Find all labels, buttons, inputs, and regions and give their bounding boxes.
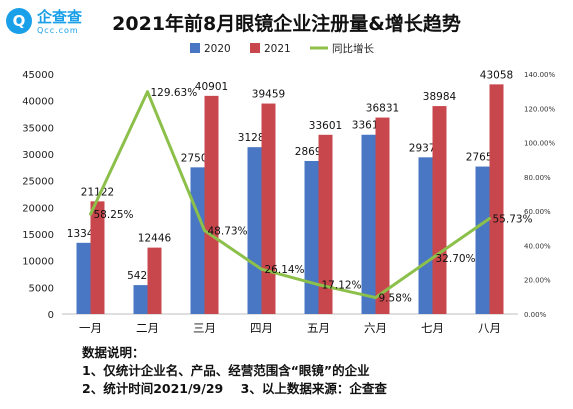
x-tick-label: 七月: [421, 321, 444, 335]
bar-value-label: 36831: [366, 103, 399, 115]
y-tick-label: 40000: [22, 97, 54, 108]
y2-tick-label: 80.00%: [524, 174, 551, 182]
bar-2020-0: [76, 242, 91, 314]
bar-2021-7: [489, 84, 504, 314]
bar-2021-1: [147, 247, 162, 314]
bar-2020-7: [475, 166, 490, 314]
bar-value-label: 43058: [480, 69, 513, 81]
bar-2020-6: [418, 157, 433, 314]
bar-2020-5: [361, 134, 376, 314]
x-tick-label: 三月: [193, 321, 216, 335]
y-tick-label: 0: [48, 310, 54, 321]
growth-line: [89, 90, 491, 300]
bar-2021-0: [90, 201, 105, 314]
bar-value-label: 12446: [138, 233, 172, 245]
logo-domain: Qcc.com: [37, 26, 79, 35]
notes-line-1: 1、仅统计企业名、产品、经营范围含“眼镜”的企业: [82, 363, 370, 378]
growth-value-label: 48.73%: [208, 225, 248, 237]
y2-tick-label: 140.00%: [524, 71, 555, 79]
y2-tick-label: 20.00%: [524, 277, 551, 285]
y-tick-label: 15000: [22, 230, 54, 241]
bar-2020-2: [190, 167, 205, 314]
notes-heading: 数据说明：: [82, 345, 145, 360]
bar-2021-6: [432, 106, 447, 315]
bar-2020-3: [247, 147, 262, 314]
legend-swatch-2020: [190, 43, 200, 53]
growth-value-label: 55.73%: [493, 213, 533, 225]
y-tick-label: 20000: [22, 203, 54, 214]
growth-point: [260, 267, 263, 271]
x-tick-label: 六月: [364, 321, 387, 335]
growth-point: [488, 216, 491, 220]
legend-swatch-2021: [250, 43, 260, 53]
bar-2021-3: [261, 103, 276, 314]
qcc-logo: Q 企查查 Qcc.com: [6, 6, 83, 40]
x-tick-label: 八月: [478, 321, 501, 335]
growth-point: [431, 256, 434, 260]
y-tick-label: 45000: [22, 70, 54, 81]
y-tick-label: 35000: [22, 123, 54, 134]
x-tick-label: 一月: [79, 321, 102, 335]
y2-tick-label: 100.00%: [524, 140, 555, 148]
y-tick-label: 30000: [22, 150, 54, 161]
data-notes: 数据说明： 1、仅统计企业名、产品、经营范围含“眼镜”的企业 2、统计时间2021/…: [82, 344, 387, 398]
logo-mark-icon: Q: [6, 8, 32, 34]
y-tick-label: 10000: [22, 257, 54, 268]
bar-value-label: 39459: [252, 89, 285, 101]
growth-value-label: 17.12%: [322, 280, 362, 292]
chart-title: 2021年前8月眼镜企业注册量&增长趋势: [112, 13, 461, 35]
growth-value-label: 9.58%: [379, 293, 412, 305]
notes-line-2: 2、统计时间2021/9/29 3、以上数据来源：企查查: [82, 381, 387, 396]
x-tick-label: 四月: [250, 321, 273, 335]
x-tick-label: 五月: [307, 321, 330, 335]
growth-value-label: 26.14%: [265, 264, 305, 276]
bar-2020-4: [304, 160, 319, 314]
bar-2021-4: [318, 134, 333, 314]
growth-point: [374, 296, 377, 300]
legend-label: 同比增长: [332, 42, 374, 55]
growth-point: [203, 228, 206, 232]
y-tick-label: 5000: [29, 283, 54, 294]
bar-value-label: 33601: [309, 120, 342, 132]
y2-tick-label: 120.00%: [524, 105, 555, 113]
bar-2021-2: [204, 95, 219, 315]
growth-point: [317, 283, 320, 287]
bar-value-label: 21122: [81, 186, 114, 198]
bar-value-label: 40901: [195, 81, 228, 93]
growth-point: [146, 90, 149, 94]
bar-2020-1: [133, 285, 148, 314]
growth-value-label: 32.70%: [436, 253, 476, 265]
bar-value-label: 5420: [127, 270, 154, 282]
y2-tick-label: 60.00%: [524, 208, 551, 216]
bar-2021-5: [375, 117, 390, 315]
y2-tick-label: 40.00%: [524, 242, 551, 250]
legend-label: 2021: [264, 43, 291, 55]
logo-name: 企查查: [37, 8, 83, 26]
x-tick-label: 二月: [136, 321, 159, 335]
legend-label: 2020: [204, 43, 231, 55]
growth-value-label: 129.63%: [151, 87, 198, 99]
y2-tick-label: 0.00%: [524, 311, 547, 319]
chart: 0 5000 10000 15000 20000 25000 30000 35000 40000…: [22, 42, 555, 335]
growth-point: [89, 212, 92, 216]
y-tick-label: 25000: [22, 177, 54, 188]
growth-value-label: 58.25%: [94, 209, 134, 221]
bar-value-label: 38984: [423, 91, 457, 103]
